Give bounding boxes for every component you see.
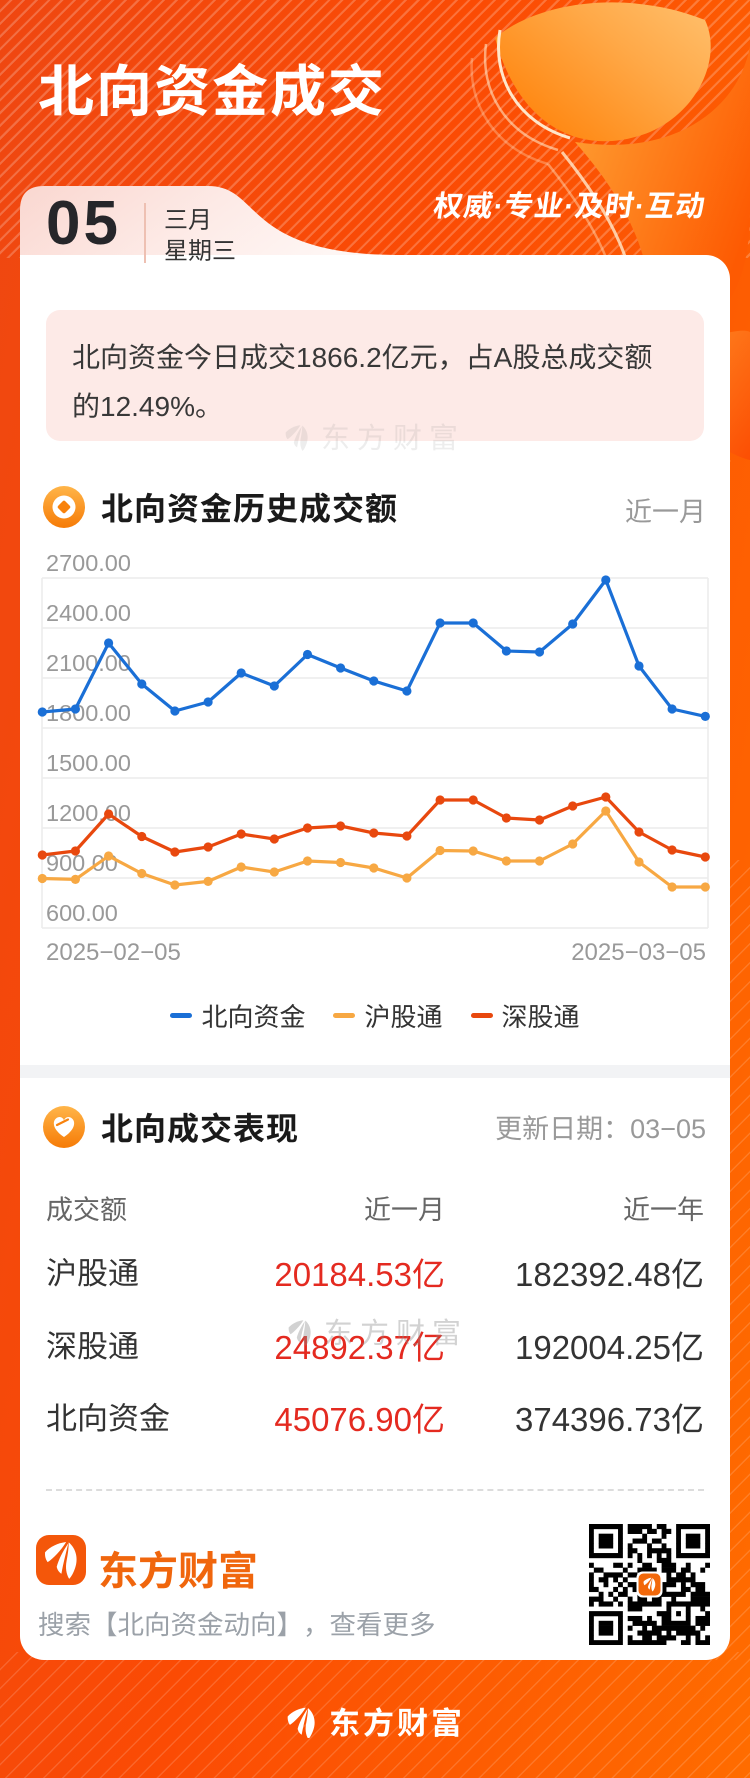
svg-text:2025−02−05: 2025−02−05 <box>46 939 181 966</box>
svg-text:2025−03−05: 2025−03−05 <box>571 939 706 966</box>
svg-text:1200.00: 1200.00 <box>46 800 131 826</box>
svg-text:600.00: 600.00 <box>46 900 118 926</box>
svg-text:2700.00: 2700.00 <box>46 550 131 576</box>
svg-text:2400.00: 2400.00 <box>46 600 131 626</box>
svg-text:1800.00: 1800.00 <box>46 700 131 726</box>
svg-text:1500.00: 1500.00 <box>46 750 131 776</box>
